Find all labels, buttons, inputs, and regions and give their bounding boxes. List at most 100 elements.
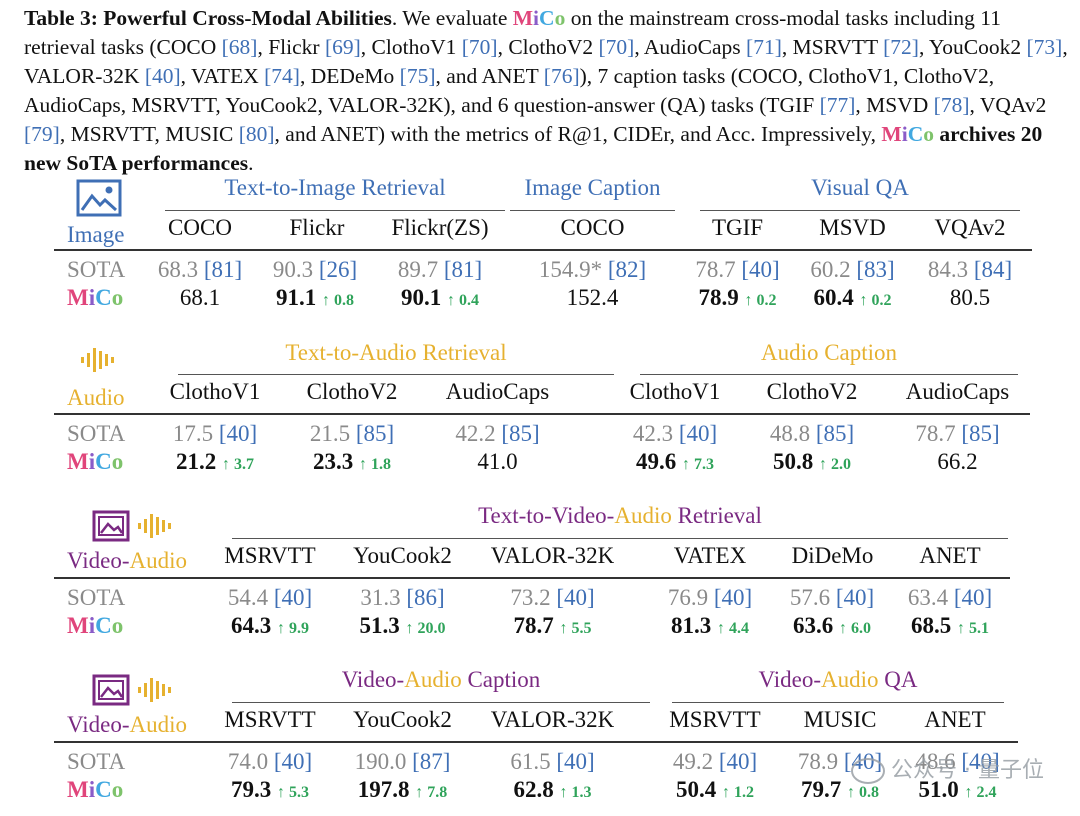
modality-label-video-audio: Video-Audio: [67, 548, 187, 573]
group-rule: [672, 702, 1004, 703]
mico-cell: 152.4: [566, 285, 619, 310]
mico-cell: 91.1 ↑ 0.8: [276, 285, 354, 310]
modality-label-audio: Audio: [67, 385, 125, 410]
mico-cell: 50.8 ↑ 2.0: [773, 449, 851, 474]
column-header: VALOR-32K: [490, 707, 615, 732]
group-header-video-audio-caption: Video-Audio Caption: [341, 667, 541, 692]
column-header: AudioCaps: [905, 379, 1010, 404]
group-rule: [232, 702, 650, 703]
mico-cell: 51.3 ↑ 20.0: [359, 613, 446, 638]
audio-waveform-icon: [81, 348, 114, 372]
sota-cell: 68.3 [81]: [157, 257, 243, 282]
group-header-text-to-audio-retrieval: Text-to-Audio Retrieval: [285, 340, 507, 365]
sota-cell: 78.7 [40]: [695, 257, 780, 282]
mico-cell: 197.8 ↑ 7.8: [357, 777, 448, 802]
column-header: MSVD: [819, 215, 886, 240]
image-icon: [76, 179, 122, 217]
sota-cell: 78.7 [85]: [915, 421, 1000, 446]
column-header: YouCook2: [353, 543, 452, 568]
mico-cell: 21.2 ↑ 3.7: [176, 449, 254, 474]
mico-cell: 68.5 ↑ 5.1: [911, 613, 989, 638]
column-header: MSRVTT: [669, 707, 761, 732]
mico-cell: 41.0: [477, 449, 518, 474]
column-header: VATEX: [673, 543, 747, 568]
row-label-sota: SOTA: [67, 585, 126, 610]
sota-cell: 190.0 [87]: [354, 749, 451, 774]
mico-cell: 60.4 ↑ 0.2: [813, 285, 892, 310]
mico-cell: 23.3 ↑ 1.8: [313, 449, 391, 474]
mico-cell: 81.3 ↑ 4.4: [671, 613, 749, 638]
mico-cell: 79.7 ↑ 0.8: [801, 777, 879, 802]
sota-cell: 31.3 [86]: [360, 585, 445, 610]
header-rule: [54, 741, 1018, 743]
sota-cell: 154.9* [82]: [538, 257, 647, 282]
sota-cell: 54.4 [40]: [227, 585, 313, 610]
column-header: Flickr(ZS): [391, 215, 489, 240]
mico-cell: 51.0 ↑ 2.4: [918, 777, 997, 802]
column-header: COCO: [168, 215, 232, 240]
row-label-mico: MiCo: [67, 285, 124, 310]
column-header: ClothoV2: [766, 379, 858, 404]
table-caption: Table 3: Powerful Cross-Modal Abilities.…: [24, 6, 1068, 175]
column-header: MSRVTT: [224, 543, 316, 568]
column-header: COCO: [560, 215, 625, 240]
sota-cell: 42.3 [40]: [632, 421, 718, 446]
mico-cell: 78.9 ↑ 0.2: [698, 285, 777, 310]
mico-cell: 80.5: [949, 285, 991, 310]
row-label-mico: MiCo: [67, 449, 124, 474]
sota-cell: 84.3 [84]: [927, 257, 1013, 282]
wechat-icon: [851, 758, 886, 784]
group-rule: [165, 210, 505, 211]
column-header: TGIF: [711, 215, 764, 240]
sota-cell: 74.0 [40]: [227, 749, 313, 774]
column-header: MUSIC: [803, 707, 877, 732]
group-header-text-to-image-retrieval: Text-to-Image Retrieval: [224, 175, 446, 200]
caption-lead: Table 3: Powerful Cross-Modal Abilities: [24, 6, 392, 30]
sota-cell: 61.5 [40]: [510, 749, 595, 774]
mico-cell: 66.2: [937, 449, 978, 474]
mico-cell: 78.7 ↑ 5.5: [513, 613, 592, 638]
group-header-video-audio-qa: Video-Audio QA: [758, 667, 918, 692]
group-rule: [232, 538, 1008, 539]
sota-cell: 76.9 [40]: [667, 585, 753, 610]
row-label-sota: SOTA: [67, 421, 126, 446]
video-icon: [92, 674, 130, 706]
group-rule: [700, 210, 1020, 211]
mico-cell: 50.4 ↑ 1.2: [676, 777, 754, 802]
row-label-sota: SOTA: [67, 749, 126, 774]
header-rule: [54, 249, 1032, 251]
column-header: MSRVTT: [224, 707, 316, 732]
audio-waveform-icon: [138, 514, 171, 538]
column-header: ClothoV2: [306, 379, 398, 404]
sota-cell: 57.6 [40]: [789, 585, 875, 610]
group-header-visual-qa: Visual QA: [811, 175, 909, 200]
sota-cell: 42.2 [85]: [455, 421, 540, 446]
column-header: ANET: [919, 543, 981, 568]
mico-cell: 64.3 ↑ 9.9: [231, 613, 309, 638]
audio-waveform-icon: [138, 678, 171, 702]
column-header: Flickr: [289, 215, 345, 240]
group-rule: [178, 374, 614, 375]
column-header: DiDeMo: [791, 543, 874, 568]
column-header: AudioCaps: [445, 379, 550, 404]
group-header-audio-caption: Audio Caption: [760, 340, 898, 365]
watermark: 公众号 · 量子位: [851, 752, 1044, 784]
column-header: ANET: [924, 707, 986, 732]
mico-cell: 79.3 ↑ 5.3: [231, 777, 309, 802]
mico-cell: 49.6 ↑ 7.3: [636, 449, 714, 474]
modality-label-image: Image: [67, 222, 125, 247]
mico-cell: 68.1: [179, 285, 221, 310]
sota-cell: 60.2 [83]: [810, 257, 895, 282]
caption-highlight: archives 20 new SoTA performances: [24, 122, 1043, 175]
row-label-mico: MiCo: [67, 777, 124, 802]
mico-logo-text: MiCo: [512, 6, 566, 30]
sota-cell: 48.6 [40]: [915, 749, 1000, 774]
column-header: ClothoV1: [629, 379, 721, 404]
column-header: ClothoV1: [169, 379, 261, 404]
header-rule: [54, 577, 1010, 579]
sota-cell: 48.8 [85]: [769, 421, 855, 446]
mico-cell: 62.8 ↑ 1.3: [513, 777, 592, 802]
group-rule: [640, 374, 1018, 375]
sota-cell: 73.2 [40]: [510, 585, 595, 610]
group-rule: [510, 210, 675, 211]
